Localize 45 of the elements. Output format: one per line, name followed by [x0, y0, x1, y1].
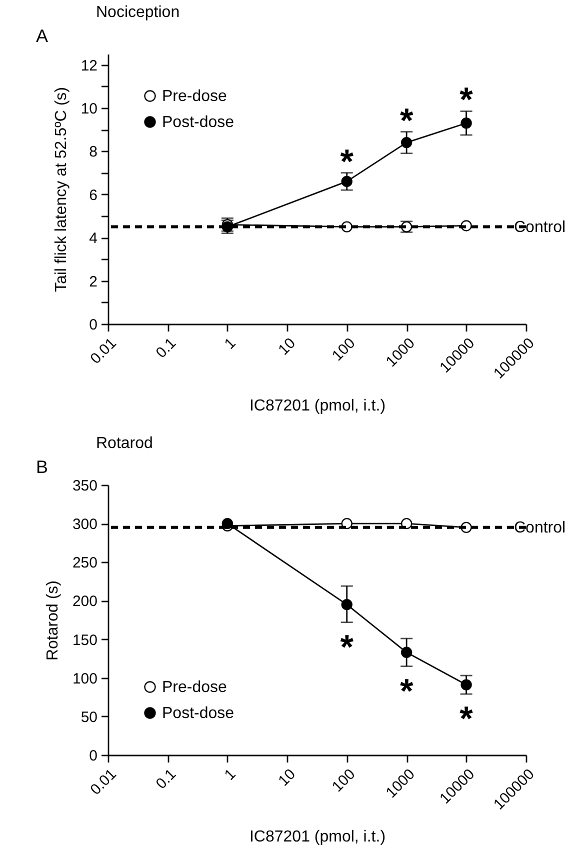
legend-label: Post-dose [162, 114, 234, 131]
text: A [36, 26, 48, 46]
x-tick-label: 0.1 [152, 334, 180, 362]
x-tick-label: 10 [275, 766, 299, 790]
y-tick-label: 10 [80, 100, 98, 118]
chart-title: Nociception [96, 4, 180, 21]
y-tick-label: 250 [72, 554, 98, 572]
legend-label: Pre-dose [162, 88, 228, 105]
ref-line-label: Control [514, 519, 566, 536]
x-tick-label: 0.01 [87, 766, 120, 798]
chart-title: Rotarod [96, 435, 153, 452]
y-tick-label: 50 [80, 708, 98, 726]
y-tick-label: 300 [72, 516, 98, 534]
y-tick-label: 6 [89, 186, 98, 204]
x-tick-label: 0.1 [152, 766, 180, 793]
x-tick-label: 100 [328, 334, 359, 365]
x-tick-label: 1 [221, 766, 240, 784]
y-tick-label: 4 [89, 230, 98, 248]
x-axis-title: IC87201 (pmol, i.t.) [249, 398, 386, 414]
annotation: * [460, 700, 474, 738]
y-tick-label: 12 [80, 57, 98, 74]
y-tick-label: 150 [72, 632, 98, 649]
annotation: * [460, 81, 474, 120]
legend-label: Pre-dose [162, 679, 228, 696]
annotation: * [340, 142, 354, 181]
y-axis-title: Rotarod (s) [44, 580, 62, 661]
annotation: * [400, 672, 414, 710]
y-tick-label: 200 [72, 593, 98, 610]
y-tick-label: 8 [89, 144, 98, 161]
y-tick-label: 100 [72, 670, 98, 688]
x-tick-label: 0.01 [87, 334, 120, 368]
y-tick-label: 2 [89, 273, 98, 290]
annotation: * [400, 102, 414, 140]
x-tick-label: 1 [221, 334, 240, 353]
x-axis-title: IC87201 (pmol, i.t.) [249, 828, 386, 846]
y-axis-title: Tail flick latency at 52.5ºC (s) [52, 86, 70, 292]
legend-label: Post-dose [162, 705, 234, 722]
x-tick-label: 10 [275, 334, 299, 359]
ref-line-label: Control [514, 218, 566, 236]
y-tick-label: 0 [89, 748, 98, 764]
y-tick-label: 0 [89, 316, 98, 334]
y-tick-label: 350 [72, 478, 98, 494]
x-tick-label: 100 [328, 766, 359, 796]
annotation: * [340, 628, 354, 666]
text: B [36, 457, 48, 477]
